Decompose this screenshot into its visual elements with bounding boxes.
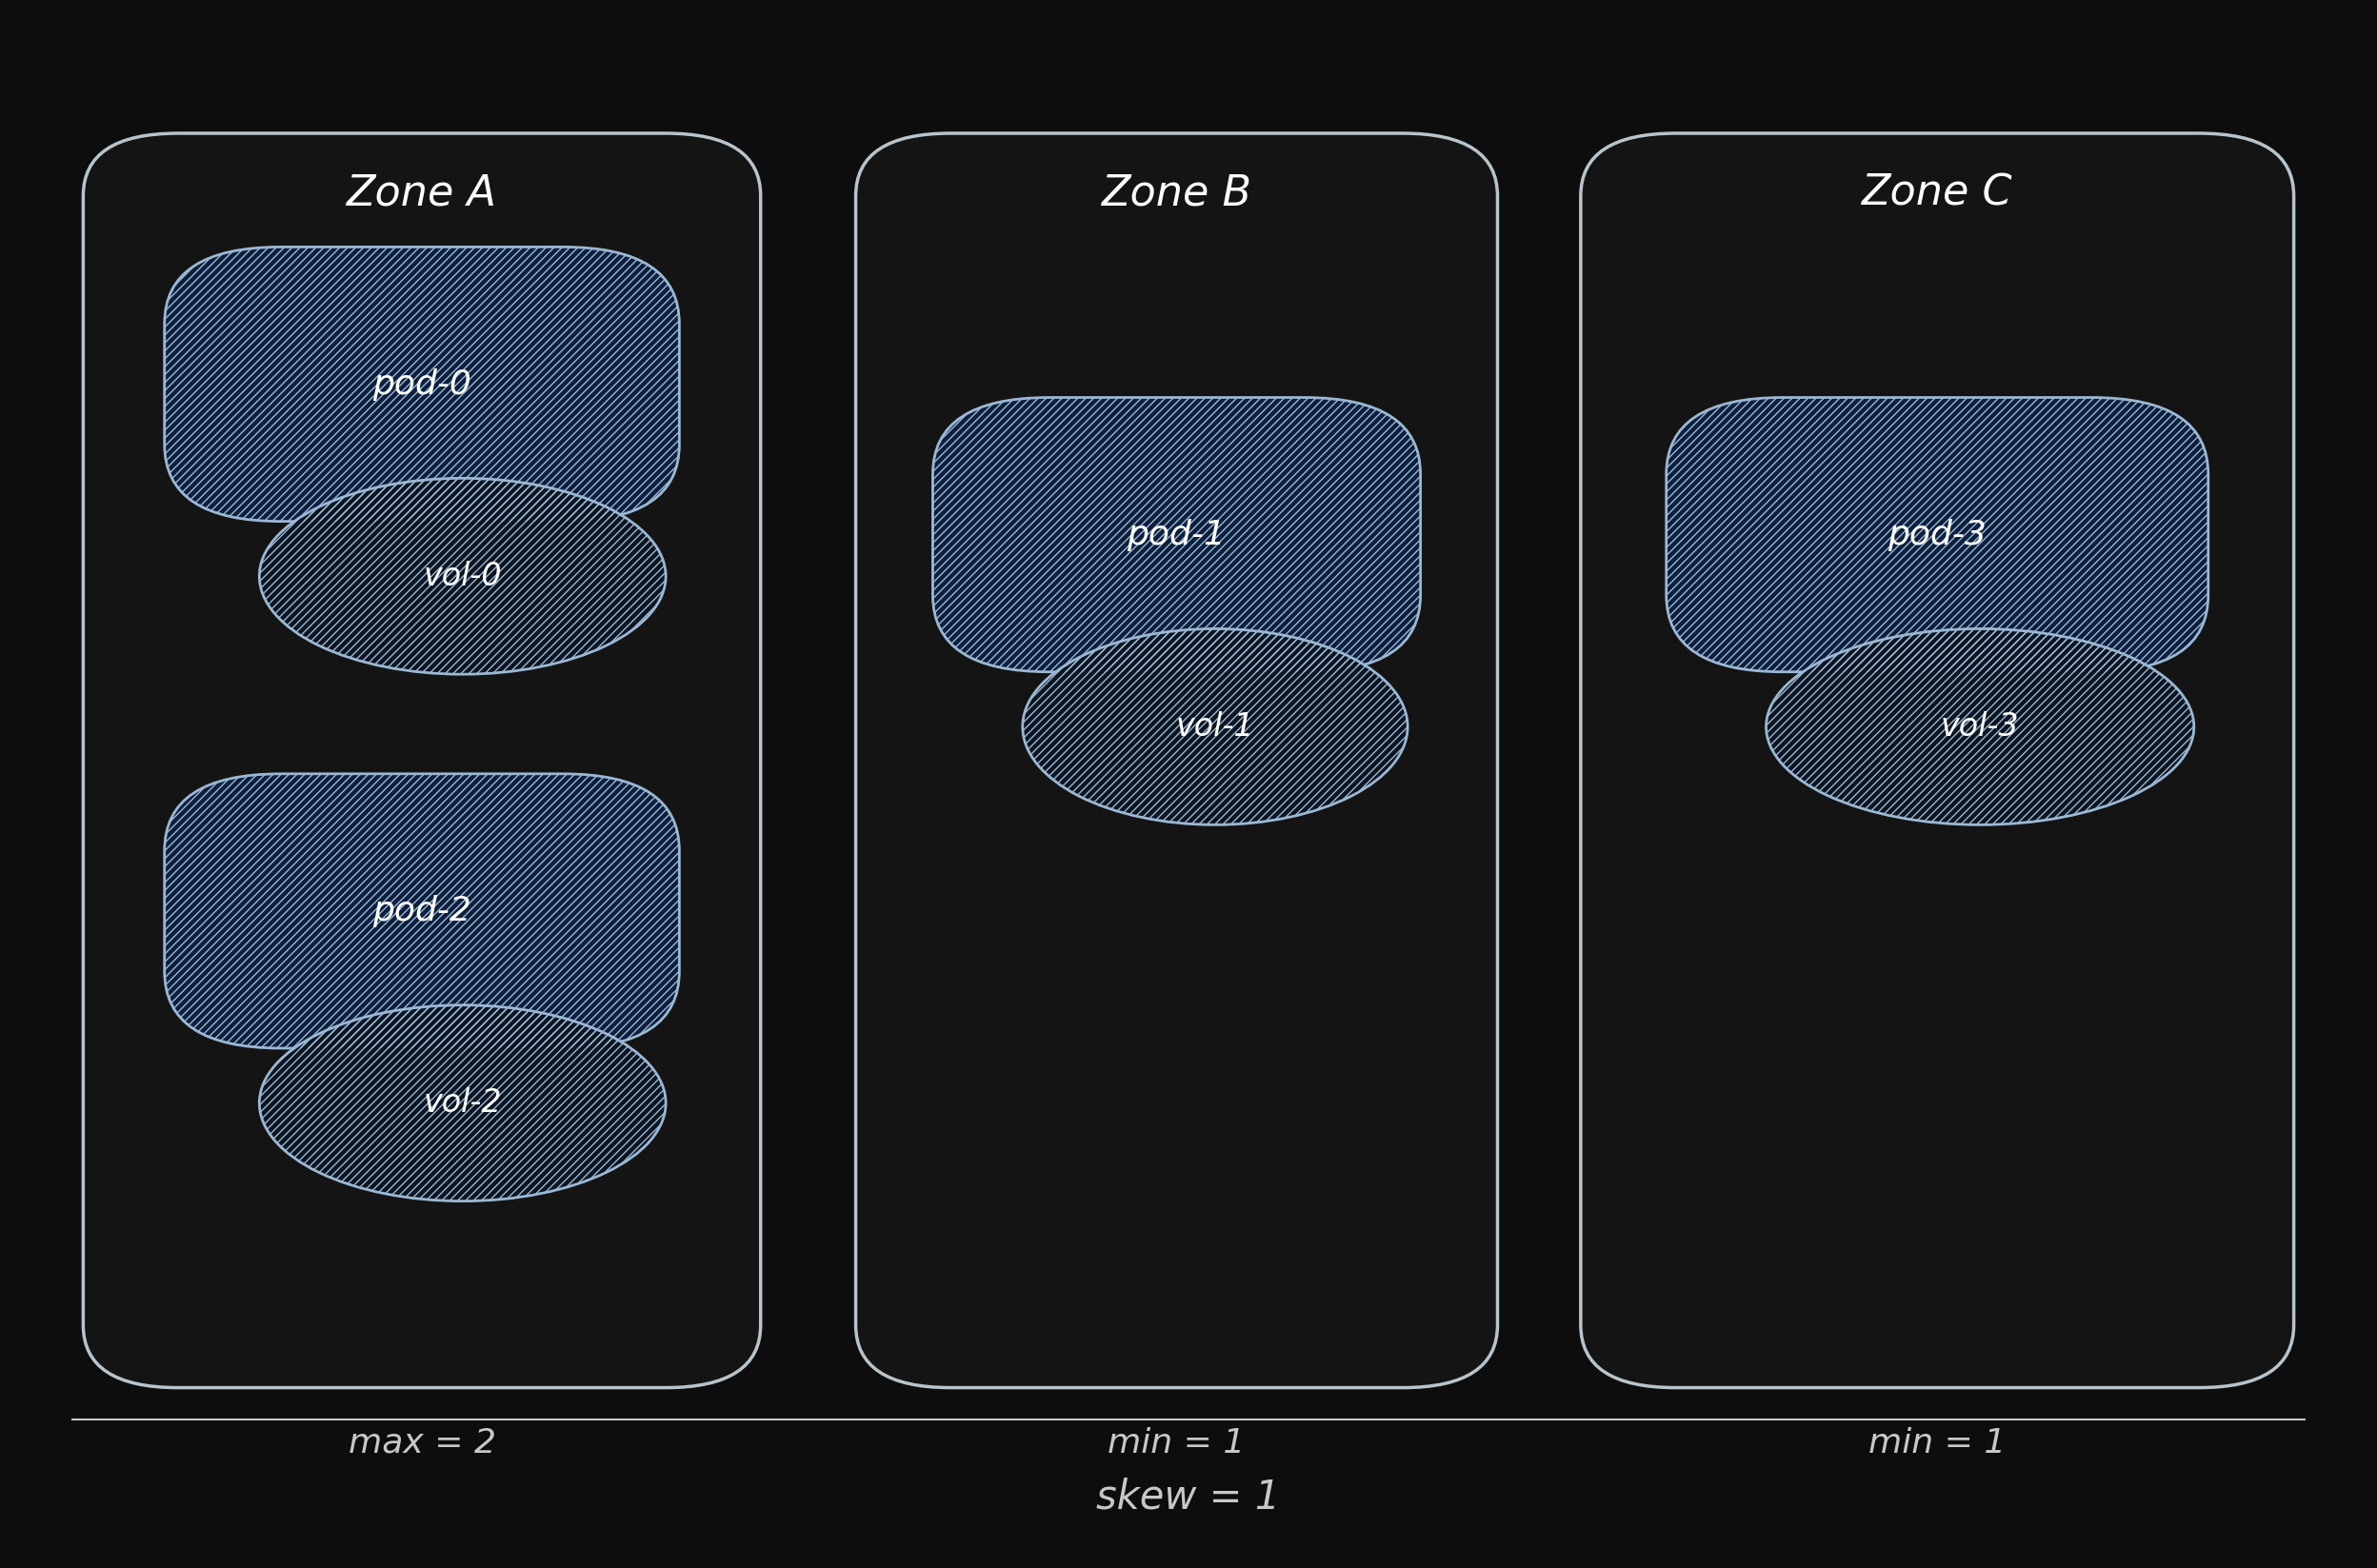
- Ellipse shape: [1022, 629, 1407, 825]
- Text: min = 1: min = 1: [1868, 1427, 2006, 1460]
- Text: skew = 1: skew = 1: [1096, 1477, 1281, 1518]
- Text: pod-2: pod-2: [373, 895, 471, 927]
- FancyBboxPatch shape: [856, 133, 1498, 1388]
- FancyBboxPatch shape: [932, 397, 1421, 671]
- Text: pod-0: pod-0: [373, 368, 471, 400]
- FancyBboxPatch shape: [83, 133, 761, 1388]
- Ellipse shape: [1766, 629, 2194, 825]
- Text: min = 1: min = 1: [1108, 1427, 1246, 1460]
- FancyBboxPatch shape: [164, 246, 680, 521]
- Text: vol-3: vol-3: [1940, 710, 2020, 743]
- Text: Zone C: Zone C: [1861, 172, 2013, 213]
- Text: vol-0: vol-0: [423, 560, 502, 593]
- Text: vol-2: vol-2: [423, 1087, 502, 1120]
- Text: max = 2: max = 2: [347, 1427, 497, 1460]
- Text: Zone A: Zone A: [347, 172, 497, 213]
- Ellipse shape: [259, 1005, 666, 1201]
- Text: pod-1: pod-1: [1127, 519, 1227, 550]
- FancyBboxPatch shape: [164, 775, 680, 1047]
- Ellipse shape: [259, 478, 666, 674]
- Text: Zone B: Zone B: [1101, 172, 1253, 213]
- FancyBboxPatch shape: [1581, 133, 2294, 1388]
- Text: vol-1: vol-1: [1177, 710, 1255, 743]
- Text: pod-3: pod-3: [1887, 519, 1987, 550]
- FancyBboxPatch shape: [1666, 397, 2208, 671]
